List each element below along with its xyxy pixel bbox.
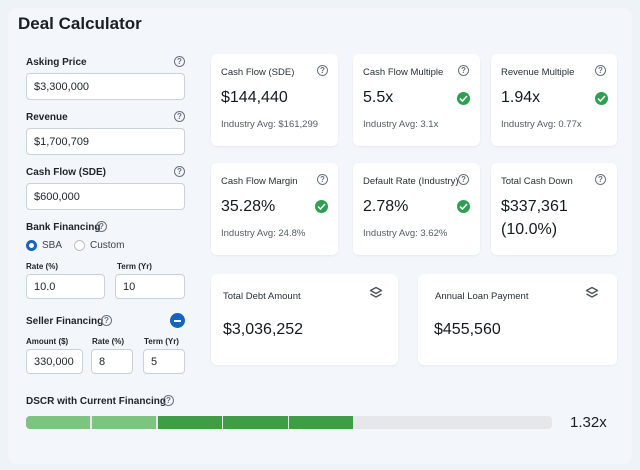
seller-amount-input[interactable]: 330,000 (26, 349, 83, 374)
card-title: Total Debt Amount (223, 291, 301, 302)
bank-rate-label: Rate (%) (26, 262, 59, 271)
custom-radio-label: Custom (90, 240, 125, 251)
help-icon[interactable]: ? (458, 65, 469, 76)
help-icon[interactable]: ? (595, 174, 606, 185)
card-value: 5.5x (363, 89, 394, 106)
card-value: 1.94x (501, 89, 541, 106)
card-value: $455,560 (434, 321, 501, 338)
card-default-rate: Default Rate (Industry) ? 2.78% Industry… (353, 163, 480, 255)
card-title: Annual Loan Payment (435, 291, 529, 302)
dscr-value: 1.32x (570, 414, 607, 431)
card-cash-flow-margin: Cash Flow Margin ? 35.28% Industry Avg: … (211, 163, 338, 255)
card-cash-flow-multiple: Cash Flow Multiple ? 5.5x Industry Avg: … (353, 54, 480, 146)
help-icon[interactable]: ? (595, 65, 606, 76)
asking-price-label: Asking Price (26, 57, 87, 68)
card-industry-avg: Industry Avg: 3.1x (363, 119, 439, 130)
help-icon[interactable]: ? (163, 395, 174, 406)
help-icon[interactable]: ? (174, 111, 185, 122)
card-value: 35.28% (221, 198, 276, 215)
card-industry-avg: Industry Avg: $161,299 (221, 119, 319, 130)
sba-radio-label: SBA (42, 240, 63, 251)
seller-financing-label: Seller Financing (26, 316, 104, 327)
page-title: Deal Calculator (18, 14, 142, 33)
dscr-segment (157, 416, 222, 429)
help-icon[interactable]: ? (458, 174, 469, 185)
dscr-segment (26, 416, 91, 429)
card-total-cash-down: Total Cash Down ? $337,361 (10.0%) (491, 163, 617, 255)
card-value: $3,036,252 (223, 321, 304, 338)
custom-radio[interactable] (74, 240, 85, 251)
dscr-segment (486, 416, 552, 429)
card-title: Default Rate (Industry) (363, 176, 459, 187)
bank-term-input[interactable]: 10 (115, 274, 185, 299)
sba-radio[interactable] (26, 240, 37, 251)
card-value-percent: (10.0%) (501, 221, 558, 238)
check-circle-icon (457, 92, 470, 105)
bank-term-label: Term (Yr) (117, 262, 152, 271)
dscr-segment (91, 416, 156, 429)
card-value-amount: $337,361 (501, 198, 568, 215)
card-cash-flow: Cash Flow (SDE) ? $144,440 Industry Avg:… (211, 54, 338, 146)
card-title: Cash Flow Multiple (363, 67, 444, 78)
check-circle-icon (457, 200, 470, 213)
card-annual-loan-payment: Annual Loan Payment $455,560 (418, 274, 617, 365)
help-icon[interactable]: ? (96, 221, 107, 232)
seller-rate-input[interactable]: 8 (91, 349, 133, 374)
asking-price-input[interactable]: $3,300,000 (26, 73, 185, 100)
card-value: 2.78% (363, 198, 409, 215)
card-value: $144,440 (221, 89, 288, 106)
seller-term-label: Term (Yr) (144, 337, 179, 346)
dscr-segment (223, 416, 288, 429)
dscr-progress-bar (26, 416, 552, 429)
check-circle-icon (315, 200, 328, 213)
bank-financing-label: Bank Financing (26, 222, 101, 233)
revenue-input[interactable]: $1,700,709 (26, 128, 185, 155)
dscr-segment (420, 416, 485, 429)
card-total-debt: Total Debt Amount $3,036,252 (211, 274, 398, 365)
card-title: Total Cash Down (501, 176, 573, 187)
seller-term-input[interactable]: 5 (143, 349, 185, 374)
help-icon[interactable]: ? (174, 56, 185, 67)
help-icon[interactable]: ? (317, 65, 328, 76)
seller-amount-label: Amount ($) (26, 337, 69, 346)
dscr-segment (289, 416, 354, 429)
card-title: Cash Flow Margin (221, 176, 298, 187)
dscr-segment (354, 416, 419, 429)
layers-icon (369, 286, 383, 298)
minus-circle-icon[interactable] (170, 313, 185, 328)
card-title: Cash Flow (SDE) (221, 67, 295, 78)
help-icon[interactable]: ? (317, 174, 328, 185)
card-industry-avg: Industry Avg: 24.8% (221, 228, 306, 239)
dscr-label: DSCR with Current Financing (26, 396, 166, 407)
card-industry-avg: Industry Avg: 3.62% (363, 228, 448, 239)
seller-rate-label: Rate (%) (92, 337, 125, 346)
card-industry-avg: Industry Avg: 0.77x (501, 119, 582, 130)
revenue-label: Revenue (26, 112, 68, 123)
card-title: Revenue Multiple (501, 67, 575, 78)
check-circle-icon (595, 92, 608, 105)
card-revenue-multiple: Revenue Multiple ? 1.94x Industry Avg: 0… (491, 54, 617, 146)
help-icon[interactable]: ? (174, 166, 185, 177)
cash-flow-input[interactable]: $600,000 (26, 183, 185, 210)
cash-flow-label: Cash Flow (SDE) (26, 167, 107, 178)
bank-rate-input[interactable]: 10.0 (26, 274, 105, 299)
layers-icon (585, 286, 599, 298)
help-icon[interactable]: ? (101, 315, 112, 326)
